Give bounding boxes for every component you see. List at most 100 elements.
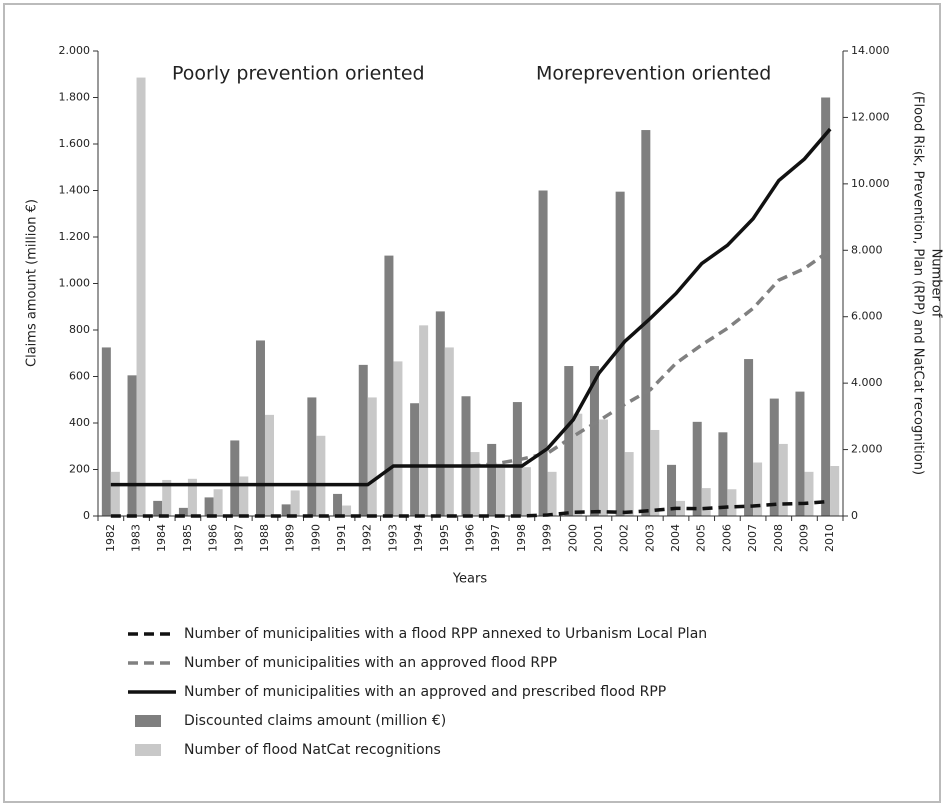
- bar: [667, 464, 677, 516]
- bar: [342, 505, 352, 516]
- x-tick-label: 2003: [643, 524, 656, 552]
- y2-tick-label: 14.000: [851, 44, 890, 57]
- bar: [101, 347, 111, 516]
- y2-tick-label: 4.000: [851, 376, 883, 389]
- bar: [204, 497, 214, 516]
- x-tick-label: 2009: [797, 524, 810, 552]
- bar: [367, 397, 377, 516]
- bar: [769, 398, 779, 516]
- bar: [410, 403, 420, 516]
- bar: [830, 466, 840, 516]
- y2-tick-label: 10.000: [851, 177, 890, 190]
- x-tick-label: 1986: [207, 524, 220, 552]
- y2-axis-title: Number of: [929, 249, 944, 318]
- annotation: Poorly prevention oriented: [172, 63, 425, 85]
- y-tick-label: 1.000: [59, 277, 91, 290]
- y-axis-title: Claims amount (million €): [25, 199, 40, 367]
- bar: [110, 471, 120, 516]
- bar: [333, 493, 343, 516]
- x-tick-label: 2006: [720, 524, 733, 552]
- line: [110, 499, 831, 518]
- x-axis-title: Years: [452, 572, 488, 587]
- bar: [701, 488, 711, 516]
- bar: [178, 507, 188, 516]
- bar: [239, 476, 249, 516]
- legend-label: Number of municipalities with a flood RP…: [184, 626, 707, 642]
- x-tick-label: 1999: [541, 524, 554, 552]
- x-tick-label: 1989: [284, 524, 297, 552]
- x-tick-label: 1993: [386, 524, 399, 552]
- bar: [153, 500, 163, 516]
- x-tick-label: 1985: [181, 524, 194, 552]
- y-tick-label: 1.400: [59, 184, 91, 197]
- bar: [778, 443, 788, 516]
- x-tick-label: 1997: [489, 524, 502, 552]
- bar: [538, 190, 548, 516]
- bar: [384, 255, 394, 516]
- bar: [496, 463, 506, 516]
- x-tick-label: 2002: [618, 524, 631, 552]
- bar: [307, 397, 317, 516]
- x-tick-label: 1991: [335, 524, 348, 552]
- y2-tick-label: 8.000: [851, 243, 883, 256]
- bar: [264, 414, 274, 516]
- bar: [692, 421, 702, 516]
- y-tick-label: 1.800: [59, 91, 91, 104]
- legend-label: Number of municipalities with an approve…: [184, 655, 557, 671]
- x-tick-label: 2010: [823, 524, 836, 552]
- bar: [795, 391, 805, 516]
- y-tick-label: 1.600: [59, 137, 91, 150]
- bar: [487, 443, 497, 516]
- y2-tick-label: 12.000: [851, 110, 890, 123]
- legend-swatch: [135, 715, 161, 727]
- x-tick-label: 1982: [104, 524, 117, 552]
- x-tick-label: 2004: [669, 524, 682, 552]
- x-tick-label: 2000: [566, 524, 579, 552]
- bar: [419, 325, 429, 516]
- bar: [470, 452, 480, 516]
- bar: [255, 340, 265, 516]
- x-tick-label: 1984: [155, 524, 168, 552]
- y-tick-label: 600: [69, 370, 90, 383]
- line: [470, 248, 832, 468]
- x-tick-label: 2001: [592, 524, 605, 552]
- bar: [624, 452, 634, 516]
- line: [110, 127, 832, 487]
- bar: [821, 97, 831, 516]
- y-tick-label: 200: [69, 463, 90, 476]
- x-tick-label: 1990: [309, 524, 322, 552]
- bar: [512, 402, 522, 516]
- legend-label: Discounted claims amount (million €): [184, 713, 446, 729]
- legend-label: Number of municipalities with an approve…: [184, 684, 666, 700]
- bar: [589, 366, 599, 516]
- y2-tick-label: 0: [851, 509, 858, 522]
- bar: [435, 311, 445, 516]
- legend-swatch: [135, 744, 161, 756]
- bar: [213, 489, 223, 516]
- bar: [230, 440, 240, 516]
- x-tick-label: 1983: [130, 524, 143, 552]
- bar: [650, 429, 660, 516]
- frame: [3, 3, 941, 803]
- bar: [127, 375, 137, 516]
- bar: [521, 467, 531, 516]
- y2-axis-title: (Flood Risk, Prevention, Plan (RPP) and …: [911, 91, 926, 475]
- bar: [136, 77, 146, 517]
- bar: [573, 413, 583, 516]
- x-tick-label: 2008: [772, 524, 785, 552]
- y-tick-label: 1.200: [59, 230, 91, 243]
- bar: [718, 432, 728, 516]
- bar: [162, 479, 172, 516]
- x-tick-label: 1994: [412, 524, 425, 552]
- y-tick-label: 400: [69, 416, 90, 429]
- bar: [744, 359, 754, 516]
- x-tick-label: 2007: [746, 524, 759, 552]
- bar: [753, 462, 763, 516]
- bar: [393, 361, 403, 516]
- y-tick-label: 0: [83, 509, 90, 522]
- x-tick-label: 1987: [232, 524, 245, 552]
- x-tick-label: 1995: [438, 524, 451, 552]
- bar: [444, 347, 454, 516]
- bar: [358, 364, 368, 516]
